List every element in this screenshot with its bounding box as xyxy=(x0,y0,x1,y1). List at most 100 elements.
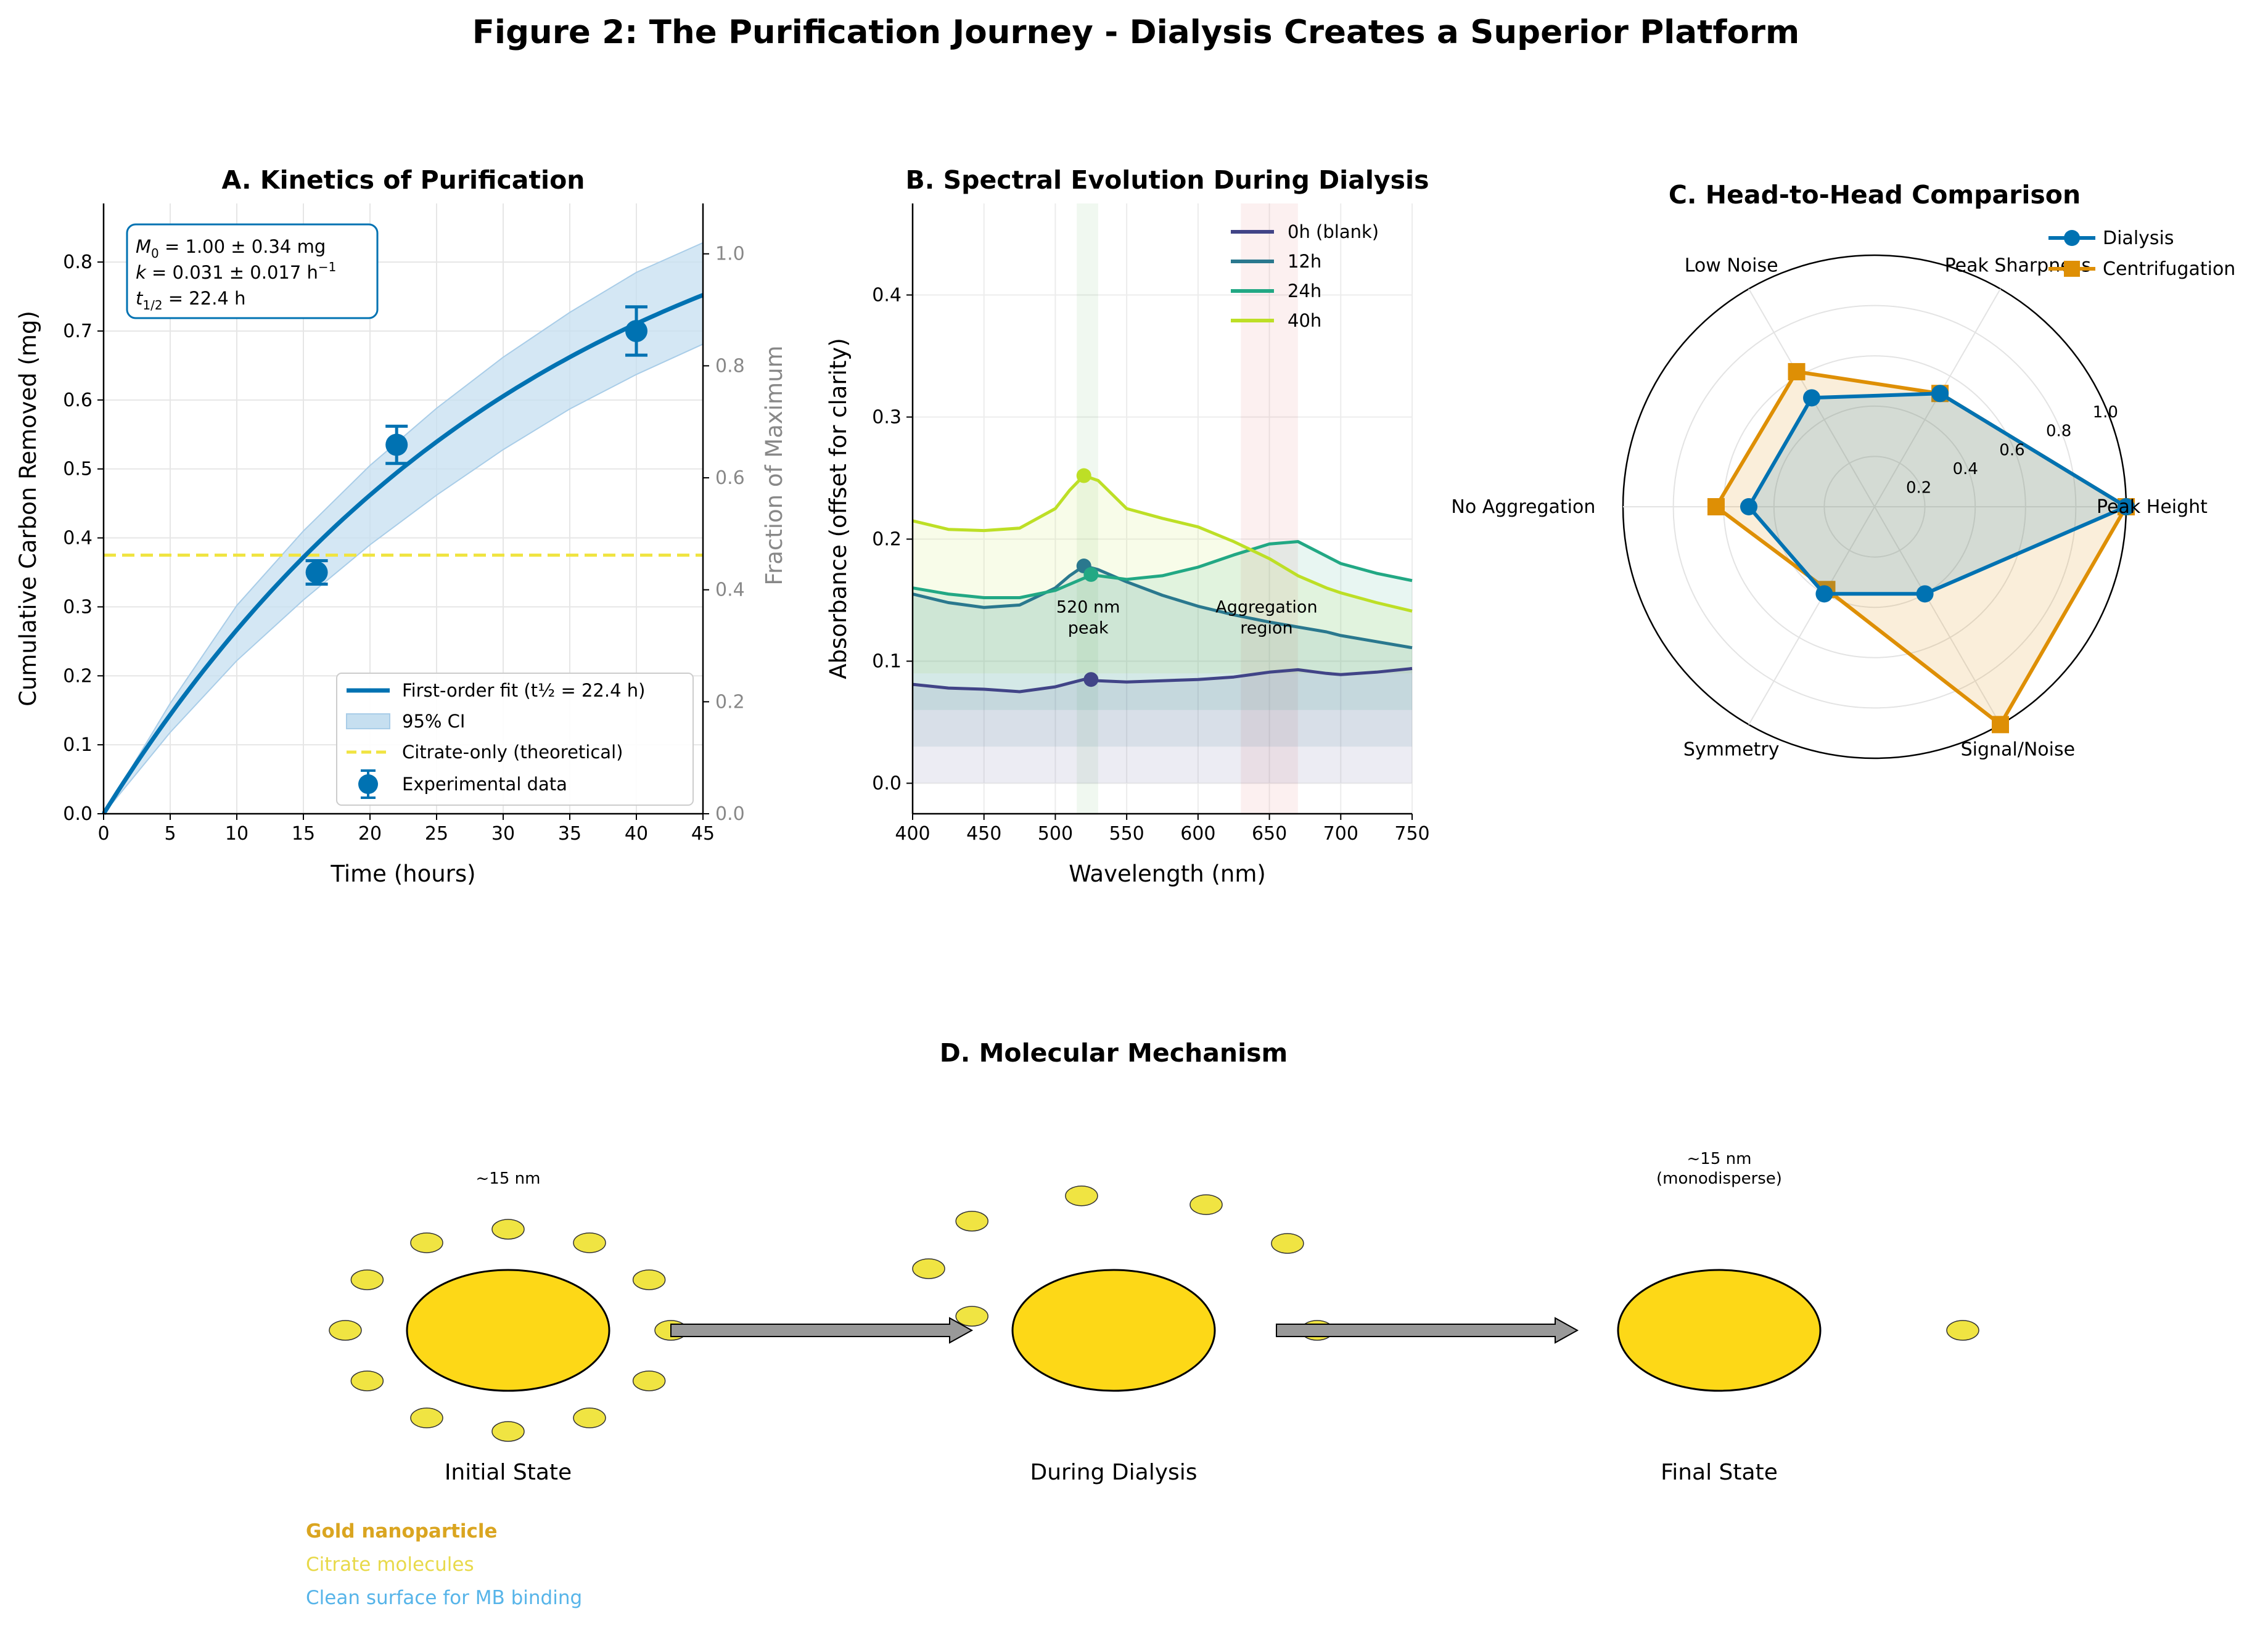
citrate-molecule xyxy=(410,1407,443,1428)
gold-nanoparticle xyxy=(1011,1269,1216,1392)
y-tick-label: 0.0 xyxy=(872,773,902,795)
highlight-band xyxy=(1241,203,1298,814)
panel-a-title: A. Kinetics of Purification xyxy=(222,165,585,195)
panel-a-kinetics: A. Kinetics of Purification 0 5 10 15 20 25 30 3… xyxy=(15,165,787,887)
data-point xyxy=(385,433,408,456)
y2-tick-label: 0.0 xyxy=(715,803,745,825)
x-tick-label: 45 xyxy=(691,823,715,845)
x-tick-label: 25 xyxy=(425,823,448,845)
param-value: = 1.00 ± 0.34 mg xyxy=(159,236,326,257)
series-area xyxy=(913,566,1412,747)
radar-r-label: 0.6 xyxy=(1999,441,2024,459)
y-tick-label: 0.6 xyxy=(63,390,92,411)
y-tick-label: 0.2 xyxy=(872,529,902,551)
x-axis-label: Time (hours) xyxy=(330,861,475,887)
x-tick-label: 700 xyxy=(1323,823,1358,845)
radar-r-label: 1.0 xyxy=(2093,403,2118,422)
size-label: ~15 nm xyxy=(476,1169,541,1188)
fit-line xyxy=(102,293,704,815)
size-label: ~15 nm xyxy=(1687,1150,1752,1168)
y2-tick-label: 0.6 xyxy=(715,467,745,489)
legend-swatch xyxy=(358,774,378,794)
y-tick-label: 0.0 xyxy=(63,803,92,825)
mechanism-legend-item: Citrate molecules xyxy=(306,1554,474,1576)
stage-label: Final State xyxy=(1661,1460,1778,1485)
citrate-molecule xyxy=(1189,1194,1223,1215)
param-value: = 0.031 ± 0.017 h xyxy=(146,262,318,283)
process-arrow xyxy=(1276,1317,1579,1344)
radar-marker xyxy=(1803,389,1820,407)
radar-marker xyxy=(1931,385,1949,403)
stage-label: During Dialysis xyxy=(1030,1460,1197,1485)
legend-label: Experimental data xyxy=(402,774,567,795)
radar-marker xyxy=(1815,585,1833,603)
series-area xyxy=(913,541,1412,710)
legend-label: 95% CI xyxy=(402,711,465,732)
legend-label: 24h xyxy=(1288,280,1321,301)
x-tick-label: 5 xyxy=(164,823,176,845)
panel-b-spectra: B. Spectral Evolution During Dialysis 520… xyxy=(825,165,1430,887)
citrate-molecule xyxy=(573,1232,606,1253)
citrate-molecule xyxy=(1946,1320,1979,1341)
radar-axis-label: No Aggregation xyxy=(1451,496,1595,518)
peak-annotation: 520 nm xyxy=(1056,597,1120,616)
radar-axis-label: Peak Height xyxy=(2097,496,2208,518)
radar-axis-label: Symmetry xyxy=(1683,739,1780,761)
legend-swatch xyxy=(346,713,390,729)
y2-tick-label: 0.4 xyxy=(715,579,745,601)
legend-label: 40h xyxy=(1288,310,1321,331)
param-sub: 0 xyxy=(151,246,159,261)
radar-r-label: 0.2 xyxy=(1906,478,1931,497)
gold-nanoparticle xyxy=(1617,1269,1822,1392)
legend-label: 0h (blank) xyxy=(1288,221,1379,242)
y-tick-label: 0.4 xyxy=(872,285,902,306)
peak-marker xyxy=(1083,567,1099,582)
y-tick-label: 0.1 xyxy=(872,651,902,673)
data-point xyxy=(625,319,647,342)
radar-spoke xyxy=(1748,506,1875,725)
peak-marker xyxy=(1083,672,1099,687)
citrate-molecule xyxy=(410,1232,443,1253)
radar-r-label: 0.4 xyxy=(1953,460,1978,478)
param-box xyxy=(126,223,379,319)
series-area xyxy=(913,668,1412,784)
x-tick-label: 500 xyxy=(1038,823,1073,845)
x-tick-label: 10 xyxy=(225,823,249,845)
peak-marker xyxy=(1076,468,1091,483)
param-thalf: t1/2 = 22.4 h xyxy=(136,288,245,313)
x-tick-label: 30 xyxy=(491,823,515,845)
y-axis-label: Absorbance (offset for clarity) xyxy=(825,338,852,679)
citrate-molecule xyxy=(1065,1185,1098,1206)
legend-box xyxy=(336,673,694,806)
process-arrow xyxy=(670,1317,974,1344)
legend-label: Citrate-only (theoretical) xyxy=(402,742,623,763)
citrate-molecule xyxy=(350,1269,384,1290)
citrate-molecule xyxy=(491,1219,525,1240)
y-tick-label: 0.3 xyxy=(872,407,902,428)
stage-label: Initial State xyxy=(445,1460,572,1485)
legend-label: First-order fit (t½ = 22.4 h) xyxy=(402,680,645,701)
param-m0: M0 = 1.00 ± 0.34 mg xyxy=(136,236,326,261)
mechanism-legend-item: Gold nanoparticle xyxy=(306,1520,498,1542)
y-tick-label: 0.3 xyxy=(63,596,92,618)
radar-r-label: 0.8 xyxy=(2046,422,2071,441)
panel-d-title: D. Molecular Mechanism xyxy=(940,1038,1288,1068)
citrate-molecule xyxy=(632,1269,666,1290)
series-line xyxy=(912,666,1413,694)
highlight-band xyxy=(1077,203,1098,814)
radar-spoke xyxy=(1874,506,2001,725)
gold-nanoparticle xyxy=(406,1269,610,1392)
citrate-molecule xyxy=(491,1421,525,1442)
y2-tick-label: 1.0 xyxy=(715,244,745,265)
y-tick-label: 0.2 xyxy=(63,665,92,687)
param-value: = 22.4 h xyxy=(163,288,246,309)
series-line xyxy=(912,564,1413,650)
x-tick-label: 450 xyxy=(966,823,1001,845)
radar-marker xyxy=(1740,498,1757,515)
x-tick-label: 15 xyxy=(292,823,315,845)
citrate-molecule xyxy=(329,1320,362,1341)
param-symbol: M xyxy=(136,236,151,257)
series-line xyxy=(912,474,1413,613)
panel-c-radar: C. Head-to-Head Comparison 0.2 0.4 0.6 0.8 1.… xyxy=(1451,180,2235,761)
aggregation-annotation: Aggregation xyxy=(1215,597,1317,616)
